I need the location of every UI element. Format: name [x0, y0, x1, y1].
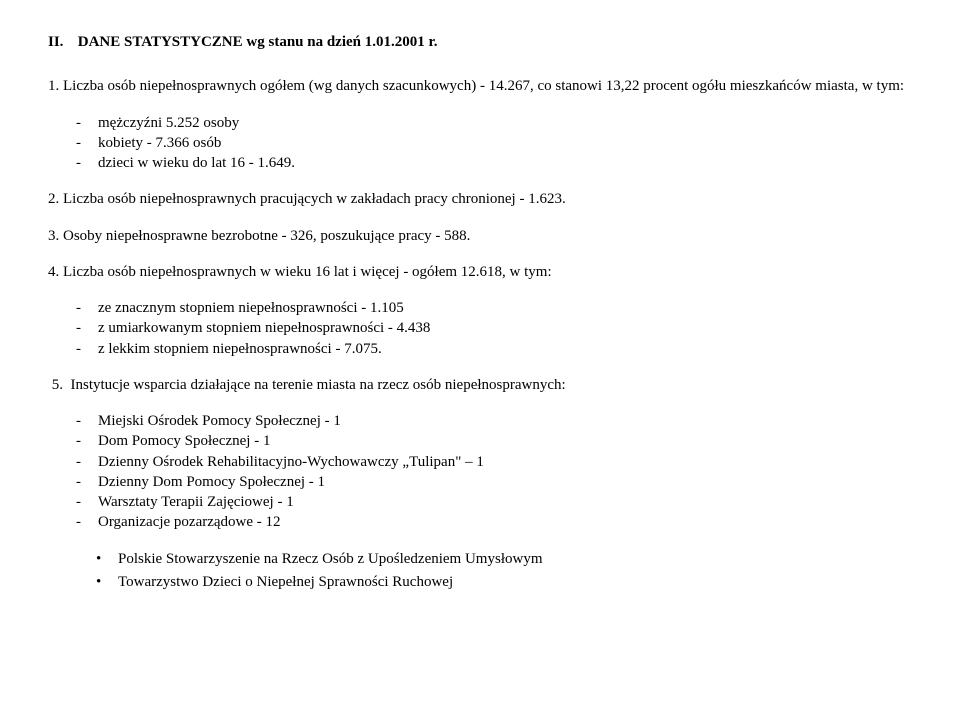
paragraph-1: 1. Liczba osób niepełnosprawnych ogółem … [48, 76, 912, 96]
dash-icon: - [76, 113, 86, 133]
bullet-icon: • [96, 549, 106, 569]
paragraph-4: 4. Liczba osób niepełnosprawnych w wieku… [48, 262, 912, 282]
paragraph-2: 2. Liczba osób niepełnosprawnych pracują… [48, 189, 912, 209]
dash-icon: - [76, 298, 86, 318]
dash-icon: - [76, 492, 86, 512]
dash-icon: - [76, 411, 86, 431]
dash-icon: - [76, 431, 86, 451]
list-item: - ze znacznym stopniem niepełnosprawnośc… [76, 298, 912, 318]
list-item-text: Miejski Ośrodek Pomocy Społecznej - 1 [98, 411, 341, 431]
p5-num: 5. [52, 377, 63, 393]
bullet-icon: • [96, 572, 106, 592]
heading-title: DANE STATYSTYCZNE wg stanu na dzień 1.01… [78, 34, 438, 50]
list-item-text: Dom Pomocy Społecznej - 1 [98, 431, 270, 451]
bullet-item: • Polskie Stowarzyszenie na Rzecz Osób z… [96, 549, 912, 569]
heading-roman: II. [48, 32, 74, 52]
list-item-text: dzieci w wieku do lat 16 - 1.649. [98, 153, 295, 173]
list-item: - Dzienny Ośrodek Rehabilitacyjno-Wychow… [76, 452, 912, 472]
p4-text: Liczba osób niepełnosprawnych w wieku 16… [63, 264, 552, 280]
list-item: - Organizacje pozarządowe - 12 [76, 512, 912, 532]
list-item-text: ze znacznym stopniem niepełnosprawności … [98, 298, 404, 318]
bullet-item-text: Polskie Stowarzyszenie na Rzecz Osób z U… [118, 549, 542, 569]
dash-icon: - [76, 339, 86, 359]
list-item: - kobiety - 7.366 osób [76, 133, 912, 153]
list-item: - mężczyźni 5.252 osoby [76, 113, 912, 133]
dash-icon: - [76, 133, 86, 153]
paragraph-3: 3. Osoby niepełnosprawne bezrobotne - 32… [48, 226, 912, 246]
p1-text: Liczba osób niepełnosprawnych ogółem (wg… [63, 78, 904, 94]
p1-num: 1. [48, 78, 59, 94]
p2-num: 2. [48, 191, 59, 207]
list-item-text: z umiarkowanym stopniem niepełnosprawnoś… [98, 318, 430, 338]
dash-icon: - [76, 318, 86, 338]
list-item: - z umiarkowanym stopniem niepełnosprawn… [76, 318, 912, 338]
paragraph-5: 5. Instytucje wsparcia działające na ter… [48, 375, 912, 395]
section-heading: II. DANE STATYSTYCZNE wg stanu na dzień … [48, 32, 912, 52]
p3-num: 3. [48, 228, 59, 244]
list-item-text: kobiety - 7.366 osób [98, 133, 221, 153]
list-item: - Miejski Ośrodek Pomocy Społecznej - 1 [76, 411, 912, 431]
list-item-text: Organizacje pozarządowe - 12 [98, 512, 281, 532]
p3-text: Osoby niepełnosprawne bezrobotne - 326, … [63, 228, 470, 244]
p5-bullets: • Polskie Stowarzyszenie na Rzecz Osób z… [48, 549, 912, 593]
list-item: - dzieci w wieku do lat 16 - 1.649. [76, 153, 912, 173]
p1-list: - mężczyźni 5.252 osoby - kobiety - 7.36… [48, 113, 912, 174]
dash-icon: - [76, 472, 86, 492]
p4-list: - ze znacznym stopniem niepełnosprawnośc… [48, 298, 912, 359]
list-item: - z lekkim stopniem niepełnosprawności -… [76, 339, 912, 359]
list-item-text: Warsztaty Terapii Zajęciowej - 1 [98, 492, 294, 512]
p5-text: Instytucje wsparcia działające na tereni… [71, 377, 566, 393]
list-item-text: Dzienny Dom Pomocy Społecznej - 1 [98, 472, 325, 492]
list-item-text: z lekkim stopniem niepełnosprawności - 7… [98, 339, 382, 359]
dash-icon: - [76, 153, 86, 173]
p2-text: Liczba osób niepełnosprawnych pracującyc… [63, 191, 566, 207]
bullet-item-text: Towarzystwo Dzieci o Niepełnej Sprawnośc… [118, 572, 453, 592]
p5-list: - Miejski Ośrodek Pomocy Społecznej - 1 … [48, 411, 912, 533]
list-item-text: mężczyźni 5.252 osoby [98, 113, 239, 133]
list-item: - Warsztaty Terapii Zajęciowej - 1 [76, 492, 912, 512]
list-item: - Dom Pomocy Społecznej - 1 [76, 431, 912, 451]
p4-num: 4. [48, 264, 59, 280]
dash-icon: - [76, 512, 86, 532]
list-item: - Dzienny Dom Pomocy Społecznej - 1 [76, 472, 912, 492]
bullet-item: • Towarzystwo Dzieci o Niepełnej Sprawno… [96, 572, 912, 592]
list-item-text: Dzienny Ośrodek Rehabilitacyjno-Wychowaw… [98, 452, 484, 472]
dash-icon: - [76, 452, 86, 472]
